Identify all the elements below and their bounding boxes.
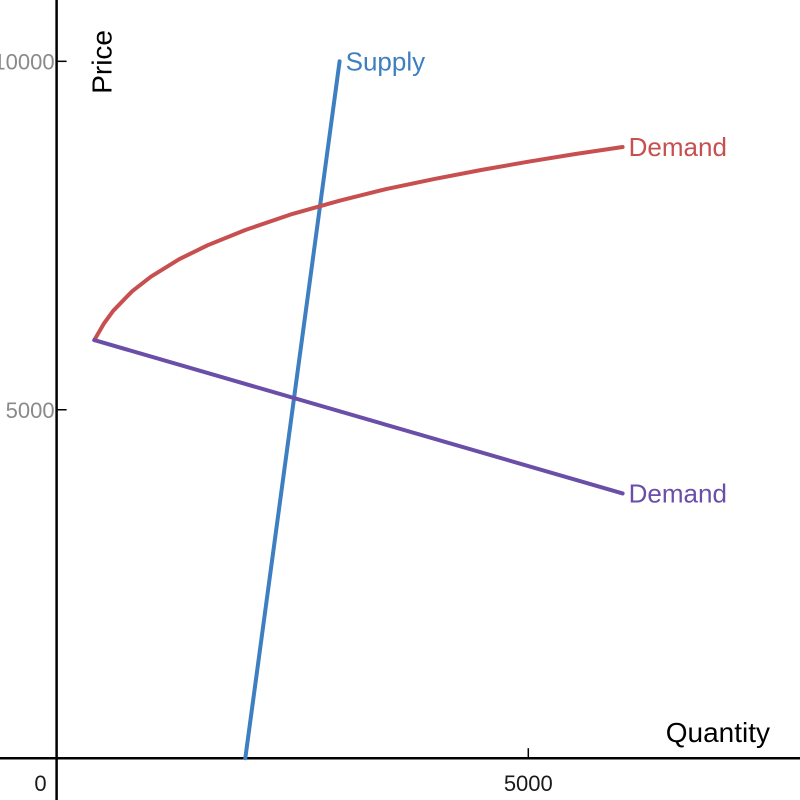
series-labels: Supply Demand Demand — [346, 46, 727, 508]
ticks: 0 5000 5000 10000 — [0, 49, 553, 796]
y-tick-label: 10000 — [0, 49, 55, 74]
x-axis-title: Quantity — [666, 717, 770, 748]
series-line-supply — [243, 59, 342, 761]
series-group — [92, 59, 625, 761]
x-tick-label: 5000 — [504, 771, 553, 796]
y-axis-title: Price — [87, 30, 118, 94]
series-line-demand — [92, 145, 625, 343]
series-label-demand: Demand — [629, 478, 727, 508]
series-line-demand — [92, 338, 625, 496]
series-label-supply: Supply — [346, 46, 426, 76]
series-label-demand: Demand — [629, 132, 727, 162]
x-tick-label: 0 — [34, 771, 46, 796]
y-tick-label: 5000 — [6, 398, 55, 423]
